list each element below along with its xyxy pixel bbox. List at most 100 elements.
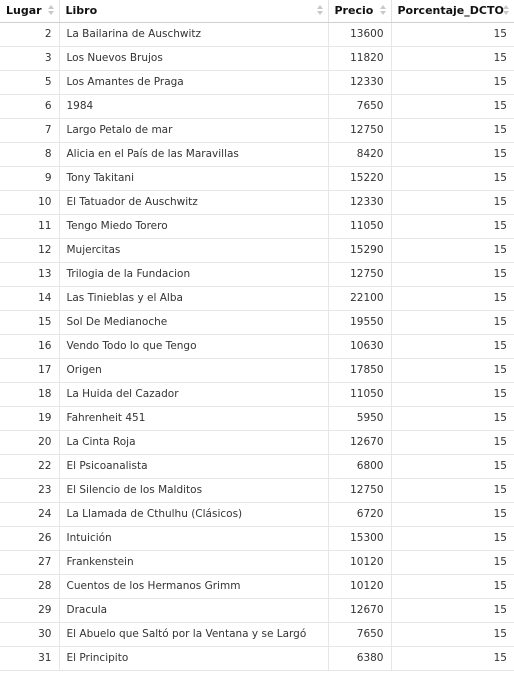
table-row: 9 Tony Takitani 15220 15 bbox=[0, 166, 514, 191]
cell-libro: 1984 bbox=[59, 94, 329, 119]
cell-precio: 11050 bbox=[328, 382, 392, 407]
cell-libro: Intuición bbox=[59, 526, 329, 551]
cell-lugar: 17 bbox=[0, 358, 60, 383]
cell-precio: 11820 bbox=[328, 46, 392, 71]
cell-precio: 12750 bbox=[328, 118, 392, 143]
cell-lugar: 9 bbox=[0, 166, 60, 191]
sort-icon[interactable] bbox=[47, 5, 54, 15]
cell-precio: 6800 bbox=[328, 454, 392, 479]
column-header-precio[interactable]: Precio bbox=[328, 0, 392, 23]
table-row: 6 1984 7650 15 bbox=[0, 94, 514, 119]
cell-lugar: 26 bbox=[0, 526, 60, 551]
table-row: 15 Sol De Medianoche 19550 15 bbox=[0, 310, 514, 335]
cell-precio: 12330 bbox=[328, 70, 392, 95]
cell-porcentaje-dcto: 15 bbox=[391, 190, 514, 215]
cell-libro: Los Nuevos Brujos bbox=[59, 46, 329, 71]
cell-porcentaje-dcto: 15 bbox=[391, 574, 514, 599]
cell-lugar: 23 bbox=[0, 478, 60, 503]
cell-lugar: 16 bbox=[0, 334, 60, 359]
cell-precio: 12330 bbox=[328, 190, 392, 215]
cell-lugar: 22 bbox=[0, 454, 60, 479]
cell-lugar: 29 bbox=[0, 598, 60, 623]
cell-porcentaje-dcto: 15 bbox=[391, 286, 514, 311]
table-row: 10 El Tatuador de Auschwitz 12330 15 bbox=[0, 190, 514, 215]
cell-lugar: 15 bbox=[0, 310, 60, 335]
cell-libro: Origen bbox=[59, 358, 329, 383]
cell-libro: Los Amantes de Praga bbox=[59, 70, 329, 95]
cell-libro: El Silencio de los Malditos bbox=[59, 478, 329, 503]
cell-libro: Dracula bbox=[59, 598, 329, 623]
cell-porcentaje-dcto: 15 bbox=[391, 142, 514, 167]
column-header-label: Precio bbox=[334, 4, 374, 18]
cell-porcentaje-dcto: 15 bbox=[391, 262, 514, 287]
cell-porcentaje-dcto: 15 bbox=[391, 622, 514, 647]
cell-porcentaje-dcto: 15 bbox=[391, 94, 514, 119]
cell-lugar: 8 bbox=[0, 142, 60, 167]
cell-porcentaje-dcto: 15 bbox=[391, 334, 514, 359]
cell-precio: 15300 bbox=[328, 526, 392, 551]
table-row: 31 El Principito 6380 15 bbox=[0, 646, 514, 671]
cell-lugar: 3 bbox=[0, 46, 60, 71]
cell-lugar: 18 bbox=[0, 382, 60, 407]
cell-libro: Fahrenheit 451 bbox=[59, 406, 329, 431]
table-row: 18 La Huida del Cazador 11050 15 bbox=[0, 382, 514, 407]
cell-lugar: 20 bbox=[0, 430, 60, 455]
column-header-lugar[interactable]: Lugar bbox=[0, 0, 60, 23]
table-row: 26 Intuición 15300 15 bbox=[0, 526, 514, 551]
table-row: 16 Vendo Todo lo que Tengo 10630 15 bbox=[0, 334, 514, 359]
table-row: 22 El Psicoanalista 6800 15 bbox=[0, 454, 514, 479]
cell-lugar: 14 bbox=[0, 286, 60, 311]
cell-precio: 15220 bbox=[328, 166, 392, 191]
cell-precio: 10120 bbox=[328, 574, 392, 599]
cell-precio: 19550 bbox=[328, 310, 392, 335]
cell-porcentaje-dcto: 15 bbox=[391, 598, 514, 623]
sort-icon[interactable] bbox=[316, 5, 323, 15]
cell-libro: Frankenstein bbox=[59, 550, 329, 575]
cell-porcentaje-dcto: 15 bbox=[391, 430, 514, 455]
table-row: 27 Frankenstein 10120 15 bbox=[0, 550, 514, 575]
cell-libro: Trilogia de la Fundacion bbox=[59, 262, 329, 287]
cell-precio: 15290 bbox=[328, 238, 392, 263]
column-header-label: Porcentaje_DCTO bbox=[397, 4, 504, 18]
cell-libro: Sol De Medianoche bbox=[59, 310, 329, 335]
cell-lugar: 11 bbox=[0, 214, 60, 239]
column-header-label: Libro bbox=[65, 4, 98, 18]
cell-lugar: 31 bbox=[0, 646, 60, 671]
cell-libro: Alicia en el País de las Maravillas bbox=[59, 142, 329, 167]
cell-porcentaje-dcto: 15 bbox=[391, 238, 514, 263]
cell-libro: Tengo Miedo Torero bbox=[59, 214, 329, 239]
cell-libro: La Huida del Cazador bbox=[59, 382, 329, 407]
sort-icon[interactable] bbox=[379, 5, 386, 15]
sort-icon[interactable] bbox=[503, 5, 509, 15]
cell-precio: 5950 bbox=[328, 406, 392, 431]
cell-lugar: 5 bbox=[0, 70, 60, 95]
column-header-label: Lugar bbox=[6, 4, 42, 18]
cell-precio: 12670 bbox=[328, 430, 392, 455]
table-row: 3 Los Nuevos Brujos 11820 15 bbox=[0, 46, 514, 71]
table-body: 2 La Bailarina de Auschwitz 13600 15 3 Los Nu… bbox=[0, 22, 514, 671]
cell-libro: Tony Takitani bbox=[59, 166, 329, 191]
cell-precio: 12670 bbox=[328, 598, 392, 623]
cell-porcentaje-dcto: 15 bbox=[391, 502, 514, 527]
cell-porcentaje-dcto: 15 bbox=[391, 70, 514, 95]
cell-libro: El Psicoanalista bbox=[59, 454, 329, 479]
cell-libro: Mujercitas bbox=[59, 238, 329, 263]
table-row: 5 Los Amantes de Praga 12330 15 bbox=[0, 70, 514, 95]
table-row: 24 La Llamada de Cthulhu (Clásicos) 6720 15 bbox=[0, 502, 514, 527]
table-row: 28 Cuentos de los Hermanos Grimm 10120 15 bbox=[0, 574, 514, 599]
column-header-porcentaje-dcto[interactable]: Porcentaje_DCTO bbox=[391, 0, 514, 23]
cell-porcentaje-dcto: 15 bbox=[391, 454, 514, 479]
column-header-libro[interactable]: Libro bbox=[59, 0, 329, 23]
cell-porcentaje-dcto: 15 bbox=[391, 646, 514, 671]
cell-lugar: 28 bbox=[0, 574, 60, 599]
cell-libro: El Principito bbox=[59, 646, 329, 671]
cell-precio: 13600 bbox=[328, 22, 392, 47]
cell-lugar: 2 bbox=[0, 22, 60, 47]
cell-lugar: 24 bbox=[0, 502, 60, 527]
cell-porcentaje-dcto: 15 bbox=[391, 550, 514, 575]
cell-precio: 11050 bbox=[328, 214, 392, 239]
cell-lugar: 12 bbox=[0, 238, 60, 263]
cell-libro: La Cinta Roja bbox=[59, 430, 329, 455]
cell-lugar: 10 bbox=[0, 190, 60, 215]
